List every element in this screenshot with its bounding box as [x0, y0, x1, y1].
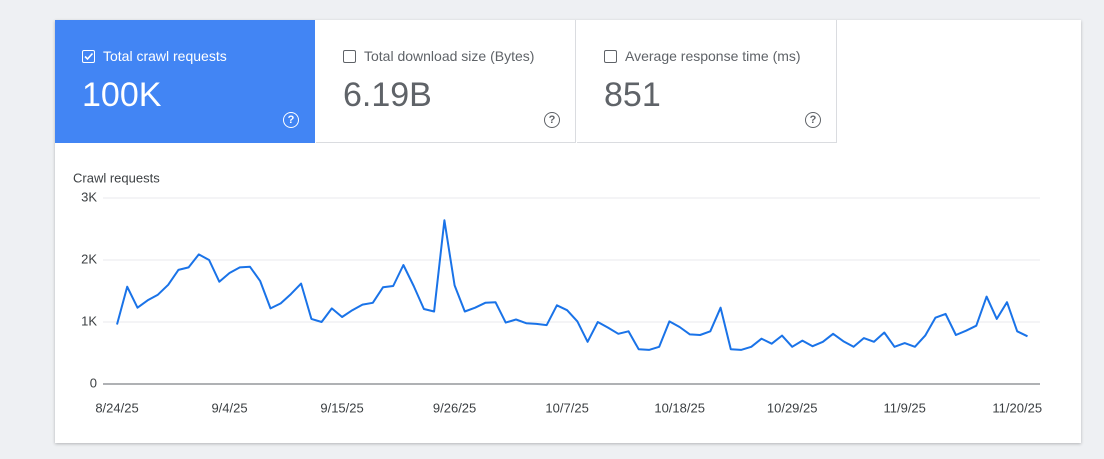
y-tick-label: 2K [81, 251, 97, 266]
x-tick-label: 10/29/25 [767, 400, 818, 415]
checkbox[interactable] [82, 50, 95, 63]
x-tick-label: 9/26/25 [433, 400, 476, 415]
card-value: 851 [604, 76, 661, 114]
card-value: 6.19B [343, 76, 432, 114]
x-tick-label: 9/15/25 [320, 400, 363, 415]
help-icon[interactable]: ? [805, 112, 821, 128]
card-value: 100K [82, 76, 162, 114]
metric-card[interactable]: Total crawl requests 100K? [55, 20, 315, 143]
x-tick-label: 8/24/25 [95, 400, 138, 415]
y-tick-label: 3K [81, 189, 97, 204]
x-tick-label: 9/4/25 [211, 400, 247, 415]
chart: Crawl requests 0 1K 2K 3K 8/24/25 9/4/25 9/15/… [73, 170, 1042, 415]
y-tick-label: 1K [81, 313, 97, 328]
x-tick-label: 11/9/25 [883, 400, 925, 415]
crawl-requests-line [116, 219, 1028, 351]
crawl-stats-panel: Total crawl requests 100K? Total download … [55, 20, 1081, 443]
y-tick-label: 0 [90, 375, 97, 390]
card-label: Total crawl requests [103, 48, 227, 64]
checkbox[interactable] [343, 50, 356, 63]
card-label: Total download size (Bytes) [364, 48, 535, 64]
help-icon[interactable]: ? [544, 112, 560, 128]
y-axis-label: Crawl requests [73, 170, 160, 185]
x-tick-label: 11/20/25 [992, 400, 1042, 415]
metric-card[interactable]: Total download size (Bytes) 6.19B? [316, 20, 576, 143]
x-tick-label: 10/7/25 [545, 400, 588, 415]
help-icon[interactable]: ? [283, 112, 299, 128]
x-tick-label: 10/18/25 [654, 400, 705, 415]
card-label: Average response time (ms) [625, 48, 801, 64]
checkbox[interactable] [604, 50, 617, 63]
metric-card[interactable]: Average response time (ms) 851? [577, 20, 837, 143]
